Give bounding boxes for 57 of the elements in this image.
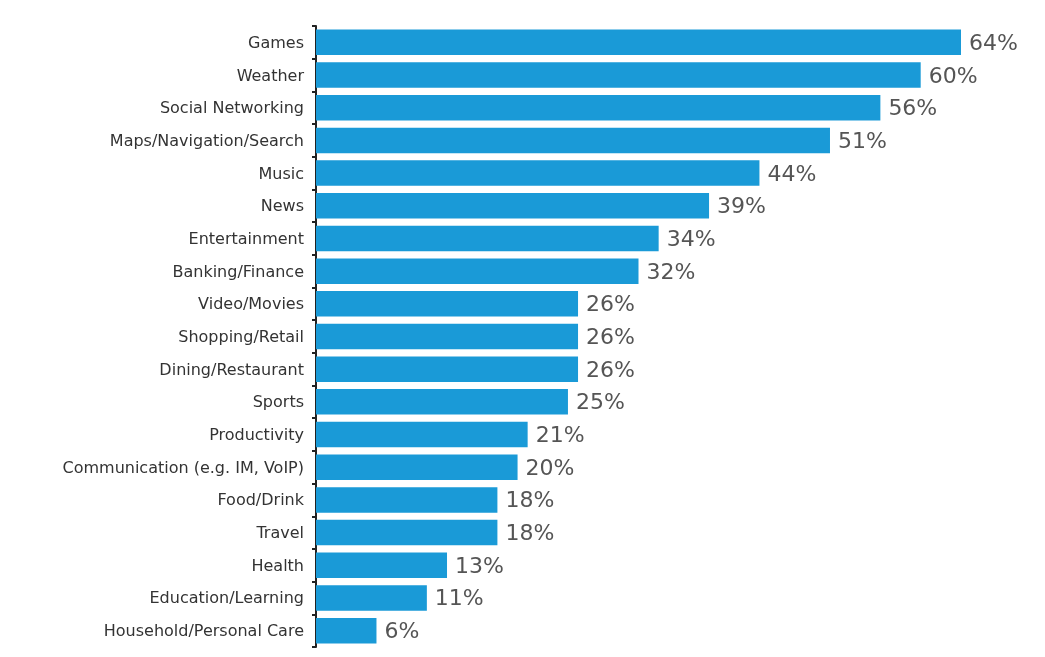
y-tick-label: Productivity (209, 425, 304, 445)
data-label: 26% (586, 324, 635, 349)
bar (316, 487, 498, 513)
y-tick-label: Dining/Restaurant (159, 359, 304, 379)
bar (316, 193, 710, 219)
data-label: 21% (535, 422, 585, 448)
bar (316, 160, 760, 186)
bar (316, 258, 639, 284)
y-tick-label: Household/Personal Care (103, 621, 304, 641)
bar (316, 291, 579, 317)
bar (316, 225, 659, 252)
y-tick-label: Travel (255, 523, 304, 543)
bar (316, 62, 921, 88)
y-tick-label: Weather (236, 65, 305, 85)
bar (316, 552, 448, 579)
y-tick-label: Communication (e.g. IM, VoIP) (62, 457, 304, 477)
data-label: 25% (575, 389, 625, 415)
data-label: 44% (767, 160, 817, 186)
data-label: 26% (586, 291, 635, 317)
y-tick-label: News (260, 196, 304, 216)
bar (316, 127, 830, 154)
data-label: 51% (837, 127, 887, 153)
y-tick-label: Banking/Finance (172, 261, 304, 281)
y-tick-label: Music (258, 163, 304, 183)
y-tick-label: Education/Learning (149, 588, 304, 608)
y-tick-label: Shopping/Retail (178, 327, 304, 346)
y-tick-label: Health (251, 555, 304, 575)
data-label: 20% (525, 454, 575, 480)
bar (316, 585, 427, 611)
bar (316, 29, 961, 56)
data-label: 18% (505, 487, 555, 513)
data-label: 39% (717, 193, 766, 219)
data-label: 11% (434, 585, 484, 611)
data-label: 32% (646, 258, 696, 284)
data-label: 56% (888, 95, 938, 121)
data-label: 34% (666, 225, 716, 251)
bar (316, 421, 528, 448)
bar (316, 356, 579, 382)
bar (316, 617, 377, 644)
bar (316, 519, 498, 546)
y-tick-label: Video/Movies (198, 294, 304, 314)
data-label: 64% (969, 29, 1018, 55)
data-label: 60% (928, 62, 978, 88)
data-label: 13% (455, 552, 504, 578)
bar (316, 389, 568, 415)
y-tick-label: Entertainment (188, 228, 304, 248)
data-label: 18% (505, 520, 555, 546)
bar (316, 323, 579, 350)
bar (316, 94, 881, 121)
y-tick-label: Maps/Navigation/Search (109, 130, 304, 150)
bar (316, 454, 518, 480)
y-tick-label: Games (248, 32, 304, 52)
data-label: 26% (586, 356, 635, 382)
data-label: 6% (384, 618, 420, 644)
y-tick-label: Sports (252, 392, 304, 412)
y-tick-label: Social Networking (159, 98, 304, 118)
y-tick-label: Food/Drink (217, 490, 305, 510)
